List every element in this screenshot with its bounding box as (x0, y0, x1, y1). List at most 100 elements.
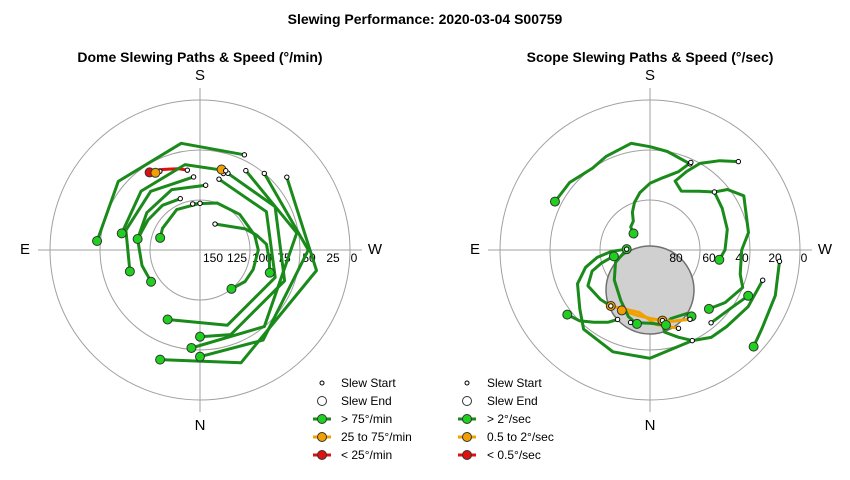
scope-legend-label: Slew Start (487, 376, 542, 390)
dome-legend-label: > 75°/min (341, 412, 392, 426)
slew-path (213, 222, 272, 275)
slew-path (629, 160, 693, 235)
slew-path (198, 171, 310, 359)
slew-end-marker (714, 254, 725, 265)
slew-end-marker (549, 196, 560, 207)
scope-legend-item: Slew Start (487, 376, 542, 390)
slew-start-marker (261, 170, 267, 177)
slew-start-marker (689, 337, 695, 344)
slew-path (136, 183, 208, 241)
dome-legend-item: < 25°/min (341, 448, 392, 462)
scope-polar-grid (488, 88, 812, 412)
legend-marker (462, 396, 472, 406)
dome-legend: Slew Start Slew End > 75°/min 25 to 75°/… (313, 376, 412, 462)
slew-end-marker (562, 309, 573, 320)
legend-marker (317, 414, 327, 424)
scope-legend-label: < 0.5°/sec (487, 448, 541, 462)
scope-legend-label: > 2°/sec (487, 412, 531, 426)
legend-marker (462, 450, 472, 460)
slew-end-marker (150, 167, 161, 178)
scope-radial-tick: 0 (801, 251, 808, 265)
dome-legend-item: Slew Start (341, 376, 396, 390)
legend-marker (464, 380, 470, 386)
slew-path (166, 177, 277, 327)
slew-start-marker (735, 158, 742, 165)
slew-start-marker (216, 176, 222, 182)
slew-start-marker (197, 200, 203, 207)
dome-polar-grid (38, 88, 362, 412)
slew-path (712, 190, 729, 262)
dome-legend-label: Slew End (341, 394, 392, 408)
dome-compass-top: S (195, 67, 205, 84)
dome-legend-item: > 75°/min (341, 412, 392, 426)
slew-path (565, 313, 620, 324)
slew-start-marker (241, 152, 248, 158)
dome-radial-tick: 25 (326, 251, 340, 265)
dome-radial-tick: 0 (351, 251, 358, 265)
slew-start-marker (776, 258, 783, 265)
slew-start-marker (623, 246, 630, 252)
slew-end-marker (264, 267, 275, 278)
slew-end-marker (132, 234, 143, 245)
dome-legend-item: 25 to 75°/min (341, 430, 412, 444)
slew-path (709, 294, 750, 325)
slew-start-marker (608, 303, 614, 309)
slew-start-marker (184, 167, 191, 173)
slew-end-marker (155, 354, 166, 365)
slew-start-marker (202, 182, 209, 188)
slew-path (586, 254, 616, 308)
slew-end-marker (616, 305, 627, 316)
scope-compass-bottom: N (645, 417, 656, 434)
slew-path (124, 175, 196, 273)
scope-radial-tick: 80 (669, 251, 683, 265)
slew-path (576, 247, 694, 360)
dome-compass-left: E (20, 241, 30, 258)
slew-start-marker (759, 277, 766, 283)
slew-end-marker (631, 318, 642, 329)
slew-start-marker (284, 174, 290, 180)
slew-path (752, 259, 781, 349)
slew-end-marker (155, 232, 166, 243)
slew-start-marker (243, 167, 249, 174)
scope-compass-left: E (470, 241, 480, 258)
slew-start-marker (614, 316, 621, 323)
scope-slew-marks (549, 141, 783, 360)
slew-start-marker (223, 168, 229, 174)
slew-end-marker (146, 276, 157, 287)
scope-legend-item: Slew End (487, 394, 538, 408)
dome-legend-item: Slew End (341, 394, 392, 408)
slew-start-marker (189, 201, 196, 207)
legend-marker (317, 432, 327, 442)
chart-title: Slewing Performance: 2020-03-04 S00759 (288, 11, 563, 27)
slew-end-marker (162, 314, 173, 325)
scope-legend-label: Slew End (487, 394, 538, 408)
slew-end-marker (226, 283, 237, 294)
slew-end-marker (703, 303, 714, 314)
slew-path (136, 197, 182, 284)
slew-path (189, 169, 299, 350)
slew-start-marker (675, 325, 682, 332)
slew-start-marker (688, 159, 694, 166)
scope-legend: Slew Start Slew End > 2°/sec 0.5 to 2°/s… (458, 376, 554, 462)
dome-legend-label: Slew Start (341, 376, 396, 390)
slew-path (661, 278, 765, 343)
dome-compass-right: W (368, 241, 383, 258)
slew-end-marker (748, 341, 759, 352)
dome-polar-plot: Dome Slewing Paths & Speed (°/min) S N E… (20, 49, 412, 462)
scope-compass-top: S (645, 67, 655, 84)
slew-start-marker (177, 195, 183, 202)
slew-path (612, 247, 639, 326)
dome-legend-label: < 25°/min (341, 448, 392, 462)
slew-end-marker (116, 228, 127, 239)
scope-plot-title: Scope Slewing Paths & Speed (°/sec) (527, 49, 774, 65)
dome-compass-bottom: N (195, 417, 206, 434)
legend-marker (462, 432, 472, 442)
legend-marker (317, 450, 327, 460)
slew-end-marker (628, 228, 639, 239)
slew-path (673, 159, 750, 311)
slew-start-marker (212, 221, 218, 227)
dome-radial-tick: 125 (227, 251, 247, 265)
slew-end-marker (660, 319, 671, 330)
slew-end-marker (195, 351, 205, 362)
